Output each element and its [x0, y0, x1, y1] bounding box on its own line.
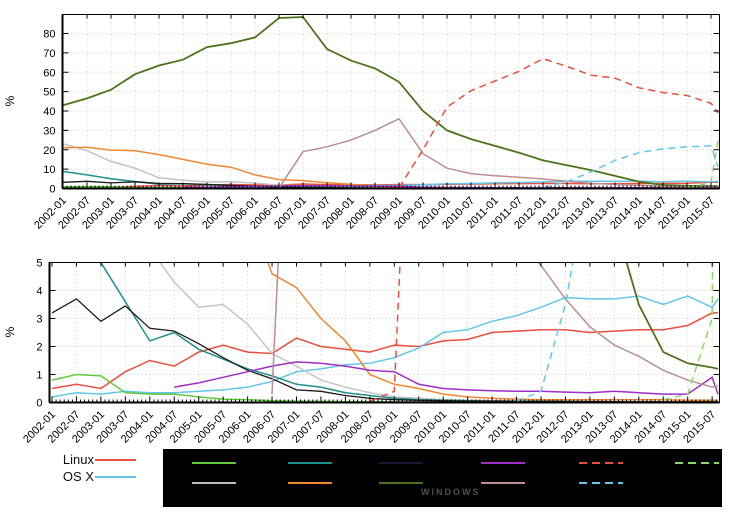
series-line-os-x-bottom — [51, 295, 719, 398]
legend-swatch-dashed-row1-col5 — [579, 462, 623, 464]
legend-swatch-row1-col4 — [481, 462, 525, 464]
y-tick-label: 60 — [43, 67, 55, 79]
top-series — [62, 16, 719, 189]
top-ticks — [62, 14, 720, 189]
series-line-cyan-dashed-top — [518, 145, 719, 189]
y-tick-label: 4 — [36, 286, 42, 298]
bottom-y-axis-label: % — [3, 326, 17, 337]
legend-swatch-row2-col2 — [288, 482, 332, 484]
top-chart: 2002-012002-072003-012003-072004-012004-… — [3, 14, 720, 232]
y-tick-label: 50 — [43, 87, 55, 99]
y-tick-label: 40 — [43, 106, 55, 118]
series-line-dark-green-solid-top — [62, 16, 719, 188]
y-tick-label: 5 — [36, 258, 42, 270]
y-tick-label: 0 — [49, 184, 55, 196]
y-tick-label: 3 — [36, 314, 42, 326]
y-tick-label: 0 — [36, 398, 42, 410]
legend-swatch-row1-col2 — [288, 462, 332, 464]
bottom-grid — [49, 262, 720, 403]
legend-swatch-row1-col1 — [192, 462, 236, 464]
legend-line-linux — [95, 459, 136, 461]
legend-swatch-dashed-row1-col6 — [675, 462, 719, 464]
y-tick-label: 80 — [43, 29, 55, 41]
legend-line-osx — [95, 476, 136, 478]
legend-swatch-row2-col1 — [192, 482, 236, 484]
y-tick-label: 10 — [43, 164, 55, 176]
legend-swatch-row1-col3 — [379, 462, 423, 464]
series-line-teal-solid-bottom — [100, 262, 718, 403]
series-line-green-dashed-bottom — [663, 262, 714, 401]
legend-swatch-row2-col3 — [379, 482, 423, 484]
y-tick-label: 70 — [43, 48, 55, 60]
windows-legend-title: WINDOWS — [421, 487, 481, 497]
y-tick-label: 30 — [43, 125, 55, 137]
y-tick-label: 20 — [43, 145, 55, 157]
series-line-linux-bottom — [51, 312, 718, 390]
y-tick-label: 2 — [36, 342, 42, 354]
legend-item-linux: Linux — [48, 452, 138, 468]
top-plot-border — [62, 14, 720, 189]
legend-label-osx: OS X — [62, 469, 94, 484]
top-grid — [62, 14, 720, 189]
top-y-axis-label: % — [3, 95, 17, 106]
bottom-ticks — [49, 262, 720, 403]
series-line-purple-solid-bottom — [174, 361, 719, 395]
series-line-red-dashed-top — [374, 57, 719, 189]
legend-swatch-row2-col4 — [481, 482, 525, 484]
legend-swatch-dashed-row2-col5 — [579, 482, 623, 484]
windows-legend-box: WINDOWS — [163, 449, 722, 507]
legend-label-linux: Linux — [62, 452, 94, 467]
series-line-black-solid-bottom — [51, 298, 718, 403]
y-tick-label: 1 — [36, 370, 42, 382]
series-line-rosy-brown-solid-top — [278, 117, 719, 189]
series-line-orange-solid-top — [62, 146, 718, 189]
legend-item-osx: OS X — [48, 469, 138, 485]
series-line-rosy-brown-solid-bottom — [271, 262, 719, 395]
